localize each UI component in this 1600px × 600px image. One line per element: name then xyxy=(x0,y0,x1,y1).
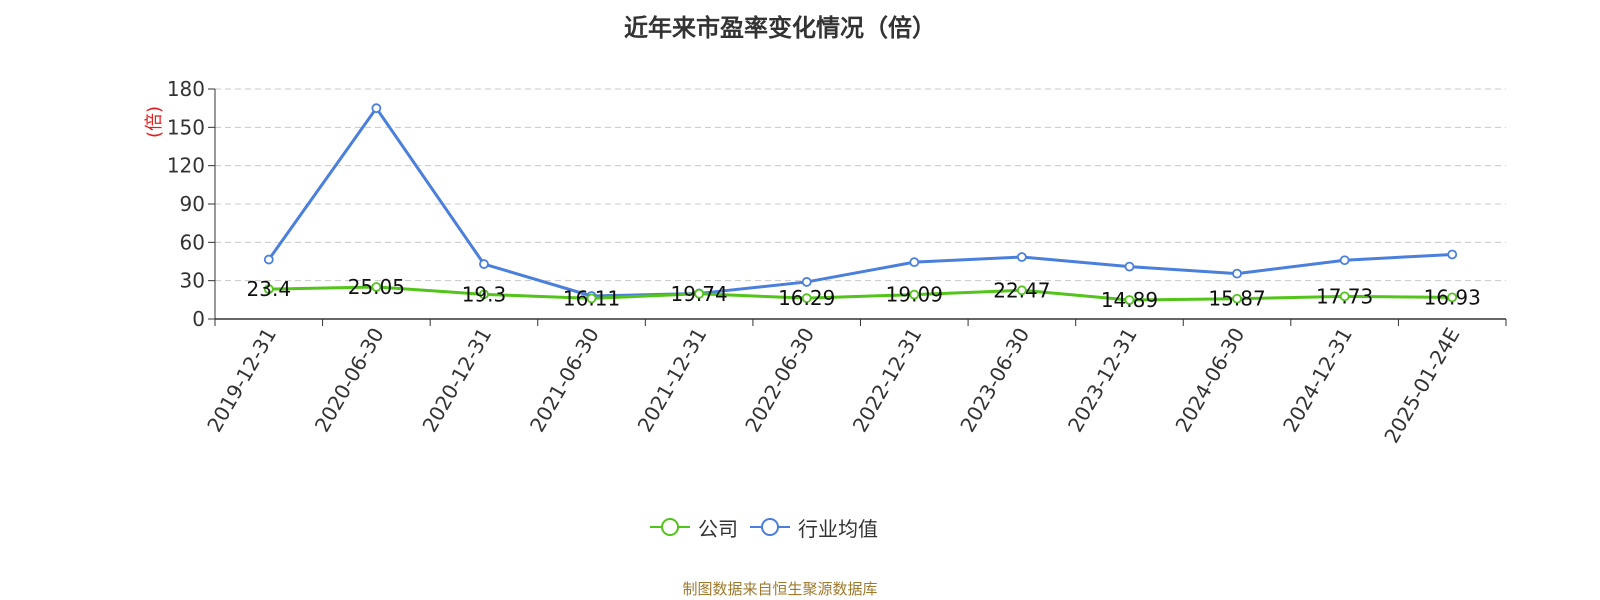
x-tick-label: 2024-06-30 xyxy=(1170,324,1249,437)
data-label: 19.09 xyxy=(886,283,943,307)
legend-label-industry: 行业均值 xyxy=(798,516,878,541)
x-tick-label: 2020-12-31 xyxy=(417,324,496,437)
data-point[interactable] xyxy=(1339,291,1350,302)
x-tick-label: 2022-06-30 xyxy=(740,324,819,437)
series-group xyxy=(263,103,1458,305)
data-label: 16.11 xyxy=(563,286,620,310)
data-point[interactable] xyxy=(1447,292,1458,303)
data-point[interactable] xyxy=(801,277,812,287)
x-tick-label: 2022-12-31 xyxy=(848,324,927,437)
data-point[interactable] xyxy=(1339,255,1350,266)
data-point[interactable] xyxy=(694,288,705,299)
data-point[interactable] xyxy=(909,289,920,300)
x-tick-label: 2023-12-31 xyxy=(1063,324,1142,437)
data-point[interactable] xyxy=(801,293,812,304)
x-tick-label: 2021-12-31 xyxy=(633,324,712,437)
x-tick-label: 2024-12-31 xyxy=(1278,324,1357,437)
y-axis-label: (倍) xyxy=(144,106,165,138)
series-line xyxy=(268,285,1453,302)
data-point[interactable] xyxy=(1232,268,1242,279)
data-label: 19.74 xyxy=(670,282,727,306)
legend-line-icon xyxy=(750,518,790,536)
data-label: 16.93 xyxy=(1424,285,1481,309)
legend-line-icon xyxy=(650,518,690,536)
data-label: 25.05 xyxy=(348,275,405,299)
data-point[interactable] xyxy=(1016,285,1027,296)
y-tick-label: 120 xyxy=(167,154,205,178)
data-point[interactable] xyxy=(371,282,382,292)
data-point[interactable] xyxy=(263,254,274,265)
data-point[interactable] xyxy=(1447,249,1458,260)
y-tick-label: 0 xyxy=(192,307,205,331)
x-tick-label: 2025-01-24E xyxy=(1379,324,1464,448)
y-tick-label: 180 xyxy=(167,77,205,101)
data-point[interactable] xyxy=(1124,261,1135,272)
data-point[interactable] xyxy=(263,284,274,295)
data-point[interactable] xyxy=(586,293,597,304)
x-tick-label: 2023-06-30 xyxy=(955,324,1034,437)
legend-item-industry[interactable]: 行业均值 xyxy=(750,513,878,542)
data-point[interactable] xyxy=(1016,252,1027,262)
data-label: 22.47 xyxy=(993,278,1050,302)
data-labels: 23.4 25.05 19.3 16.11 19.74 16.29 19.09 22.47 14… xyxy=(247,275,1481,312)
data-label: 14.89 xyxy=(1101,288,1158,312)
legend-item-company[interactable]: 公司 xyxy=(650,513,738,542)
y-tick-label: 60 xyxy=(180,230,205,254)
series-line xyxy=(267,106,1453,298)
data-source-note: 制图数据来自恒生聚源数据库 xyxy=(682,580,878,598)
y-tick-label: 90 xyxy=(180,192,205,216)
data-point[interactable] xyxy=(479,259,489,269)
legend-label-company: 公司 xyxy=(698,516,738,541)
grid-lines xyxy=(215,88,1506,282)
chart-title: 近年来市盈率变化情况（倍） xyxy=(624,14,936,42)
data-point[interactable] xyxy=(1232,293,1242,304)
x-tick-label: 2021-06-30 xyxy=(525,324,604,437)
data-point[interactable] xyxy=(479,289,489,300)
data-label: 23.4 xyxy=(247,277,292,301)
y-tick-label: 30 xyxy=(180,269,205,293)
data-point[interactable] xyxy=(909,257,920,268)
data-label: 19.3 xyxy=(462,282,507,306)
x-tick-label: 2020-06-30 xyxy=(310,324,389,437)
x-tick-label: 2019-12-31 xyxy=(202,324,281,437)
data-label: 17.73 xyxy=(1316,284,1373,308)
legend: 公司 行业均值 xyxy=(650,512,890,542)
data-label: 15.87 xyxy=(1208,287,1265,311)
data-label: 16.29 xyxy=(778,286,835,310)
data-point[interactable] xyxy=(371,103,382,114)
data-point[interactable] xyxy=(1124,295,1135,305)
y-axis-ticks: 0 30 60 90 120 150 180 xyxy=(167,77,215,331)
y-tick-label: 150 xyxy=(167,115,205,139)
x-axis-ticks: 2019-12-31 2020-06-30 2020-12-31 2021-06-30… xyxy=(202,319,1507,448)
